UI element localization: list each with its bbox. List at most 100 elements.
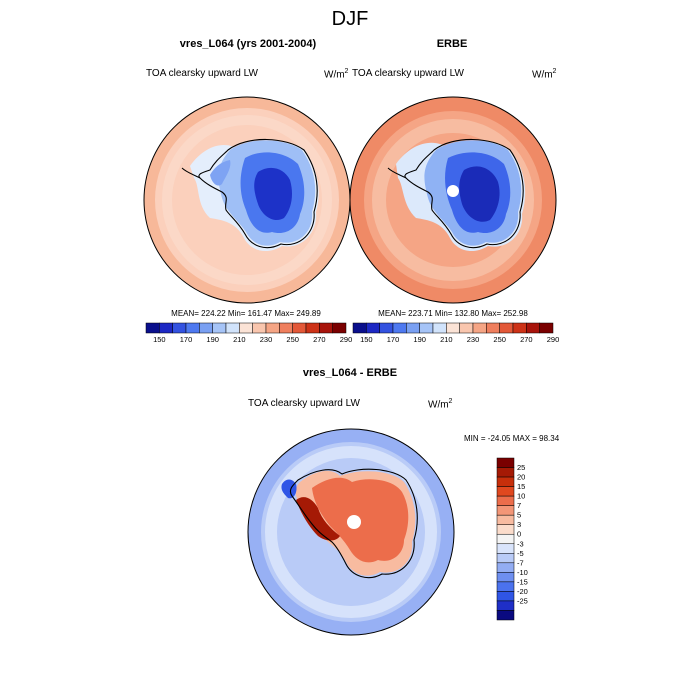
colorbar-swatch <box>332 322 347 334</box>
colorbar-tick-label: 5 <box>517 511 521 520</box>
colorbar-tick-label: 25 <box>517 463 525 472</box>
colorbar-swatch <box>496 514 515 525</box>
colorbar-swatch <box>406 322 420 334</box>
colorbar-tick-label: 250 <box>493 335 506 344</box>
colorbar-tick-label: 170 <box>180 335 193 344</box>
colorbar-swatch <box>486 322 500 334</box>
coastline <box>404 138 524 249</box>
colorbar-tick-label: 190 <box>413 335 426 344</box>
stats-model: MEAN= 224.22 Min= 161.47 Max= 249.89 <box>171 309 321 318</box>
colorbar-tick-label: -7 <box>517 558 524 567</box>
colorbar-swatch <box>459 322 474 334</box>
panel-title-obs: ERBE <box>436 38 468 50</box>
colorbar-swatch <box>496 476 515 487</box>
unit-label-model: W/m2 <box>324 68 349 81</box>
colorbar-tick-label: 230 <box>467 335 480 344</box>
cool-spot <box>281 479 297 499</box>
colorbar-swatch <box>496 610 515 621</box>
colorbar-tick-label: 210 <box>440 335 453 344</box>
colorbar-swatch <box>499 322 514 334</box>
colorbar-swatch <box>496 486 515 497</box>
colorbar-swatch <box>159 322 173 334</box>
peninsula-shade <box>210 160 231 186</box>
outer-cool-ring <box>248 429 454 635</box>
colorbar-swatch <box>496 572 515 583</box>
colorbar-tick-label: -15 <box>517 577 528 586</box>
colorbar-tick-label: 0 <box>517 530 521 539</box>
antarctic-hot-spot <box>296 497 340 541</box>
colorbar-swatch <box>172 322 187 334</box>
colorbar-swatch <box>379 322 394 334</box>
colorbar-swatch <box>496 600 515 611</box>
colorbar-tick-label: 20 <box>517 473 525 482</box>
colorbar-tick-label: 150 <box>360 335 373 344</box>
colorbar-tick-label: 250 <box>286 335 299 344</box>
peninsula-coast <box>387 167 407 179</box>
colorbar-swatch <box>526 322 540 334</box>
colorbar-tick-label: 290 <box>547 335 560 344</box>
pole-hole <box>447 185 459 197</box>
colorbar-swatch <box>212 322 227 334</box>
colorbar-swatch <box>496 533 515 545</box>
coastline <box>198 138 318 249</box>
colorbar-tick-label: 270 <box>313 335 326 344</box>
colorbar-swatch <box>496 505 515 516</box>
colorbar-tick-label: 190 <box>206 335 219 344</box>
colorbar-swatch <box>539 322 554 334</box>
ice-sheet-core <box>459 166 500 222</box>
colorbar-swatch <box>432 322 447 334</box>
colorbar-swatch <box>145 322 160 334</box>
colorbar-tick-label: -10 <box>517 568 528 577</box>
pole-hole <box>347 515 361 529</box>
colorbar-tick-label: 210 <box>233 335 246 344</box>
colorbar-swatch <box>392 322 407 334</box>
map-boundary <box>247 428 455 636</box>
outer-warm-ring <box>350 97 556 303</box>
coastline <box>289 468 418 579</box>
map-obs <box>349 96 557 304</box>
colorbar-swatch <box>292 322 307 334</box>
colorbar-swatch <box>225 322 240 334</box>
colorbar-swatch <box>419 322 434 334</box>
ice-sheet-core <box>254 167 292 221</box>
mid-light-ring <box>265 446 437 618</box>
colorbar-swatch <box>239 322 253 334</box>
panel-title-diff: vres_L064 - ERBE <box>302 367 398 379</box>
colorbar-swatch <box>512 322 527 334</box>
colorbar-swatch <box>496 562 515 573</box>
colorbar-swatch <box>496 467 515 478</box>
panel-title-model: vres_L064 (yrs 2001-2004) <box>179 38 317 50</box>
colorbar-tick-label: 7 <box>517 501 521 510</box>
colorbar-swatch <box>279 322 293 334</box>
variable-label-model: TOA clearsky upward LW <box>146 68 258 79</box>
peninsula-coast <box>181 167 201 179</box>
colorbar-tick-label: -3 <box>517 539 524 548</box>
colorbar-tick-label: 10 <box>517 492 525 501</box>
colorbar-swatch <box>496 591 515 602</box>
map-boundary <box>349 96 557 304</box>
colorbar-tick-label: 270 <box>520 335 533 344</box>
map-diff <box>247 428 455 636</box>
colorbar-tick-label: 3 <box>517 520 521 529</box>
colorbar-model: 150 170 190 210 230 250 270 290 <box>145 322 353 344</box>
colorbar-swatch <box>496 495 515 506</box>
colorbar-tick-label: -5 <box>517 549 524 558</box>
stats-diff: MIN = -24.05 MAX = 98.34 <box>464 434 560 443</box>
colorbar-tick-label: -25 <box>517 596 528 605</box>
colorbar-swatch <box>199 322 213 334</box>
variable-label-diff: TOA clearsky upward LW <box>248 398 360 409</box>
colorbar-swatch <box>366 322 380 334</box>
colorbar-tick-label: 150 <box>153 335 166 344</box>
colorbar-obs: 150 170 190 210 230 250 270 290 <box>352 322 560 344</box>
colorbar-swatch <box>319 322 333 334</box>
colorbar-swatch <box>305 322 320 334</box>
colorbar-swatch <box>496 457 515 468</box>
inner-warm-ring <box>372 119 534 281</box>
figure-title: DJF <box>331 8 369 30</box>
colorbar-tick-label: 290 <box>340 335 353 344</box>
colorbar-tick-label: 170 <box>387 335 400 344</box>
colorbar-swatch <box>352 322 367 334</box>
colorbar-swatch <box>185 322 200 334</box>
colorbar-swatch <box>252 322 267 334</box>
